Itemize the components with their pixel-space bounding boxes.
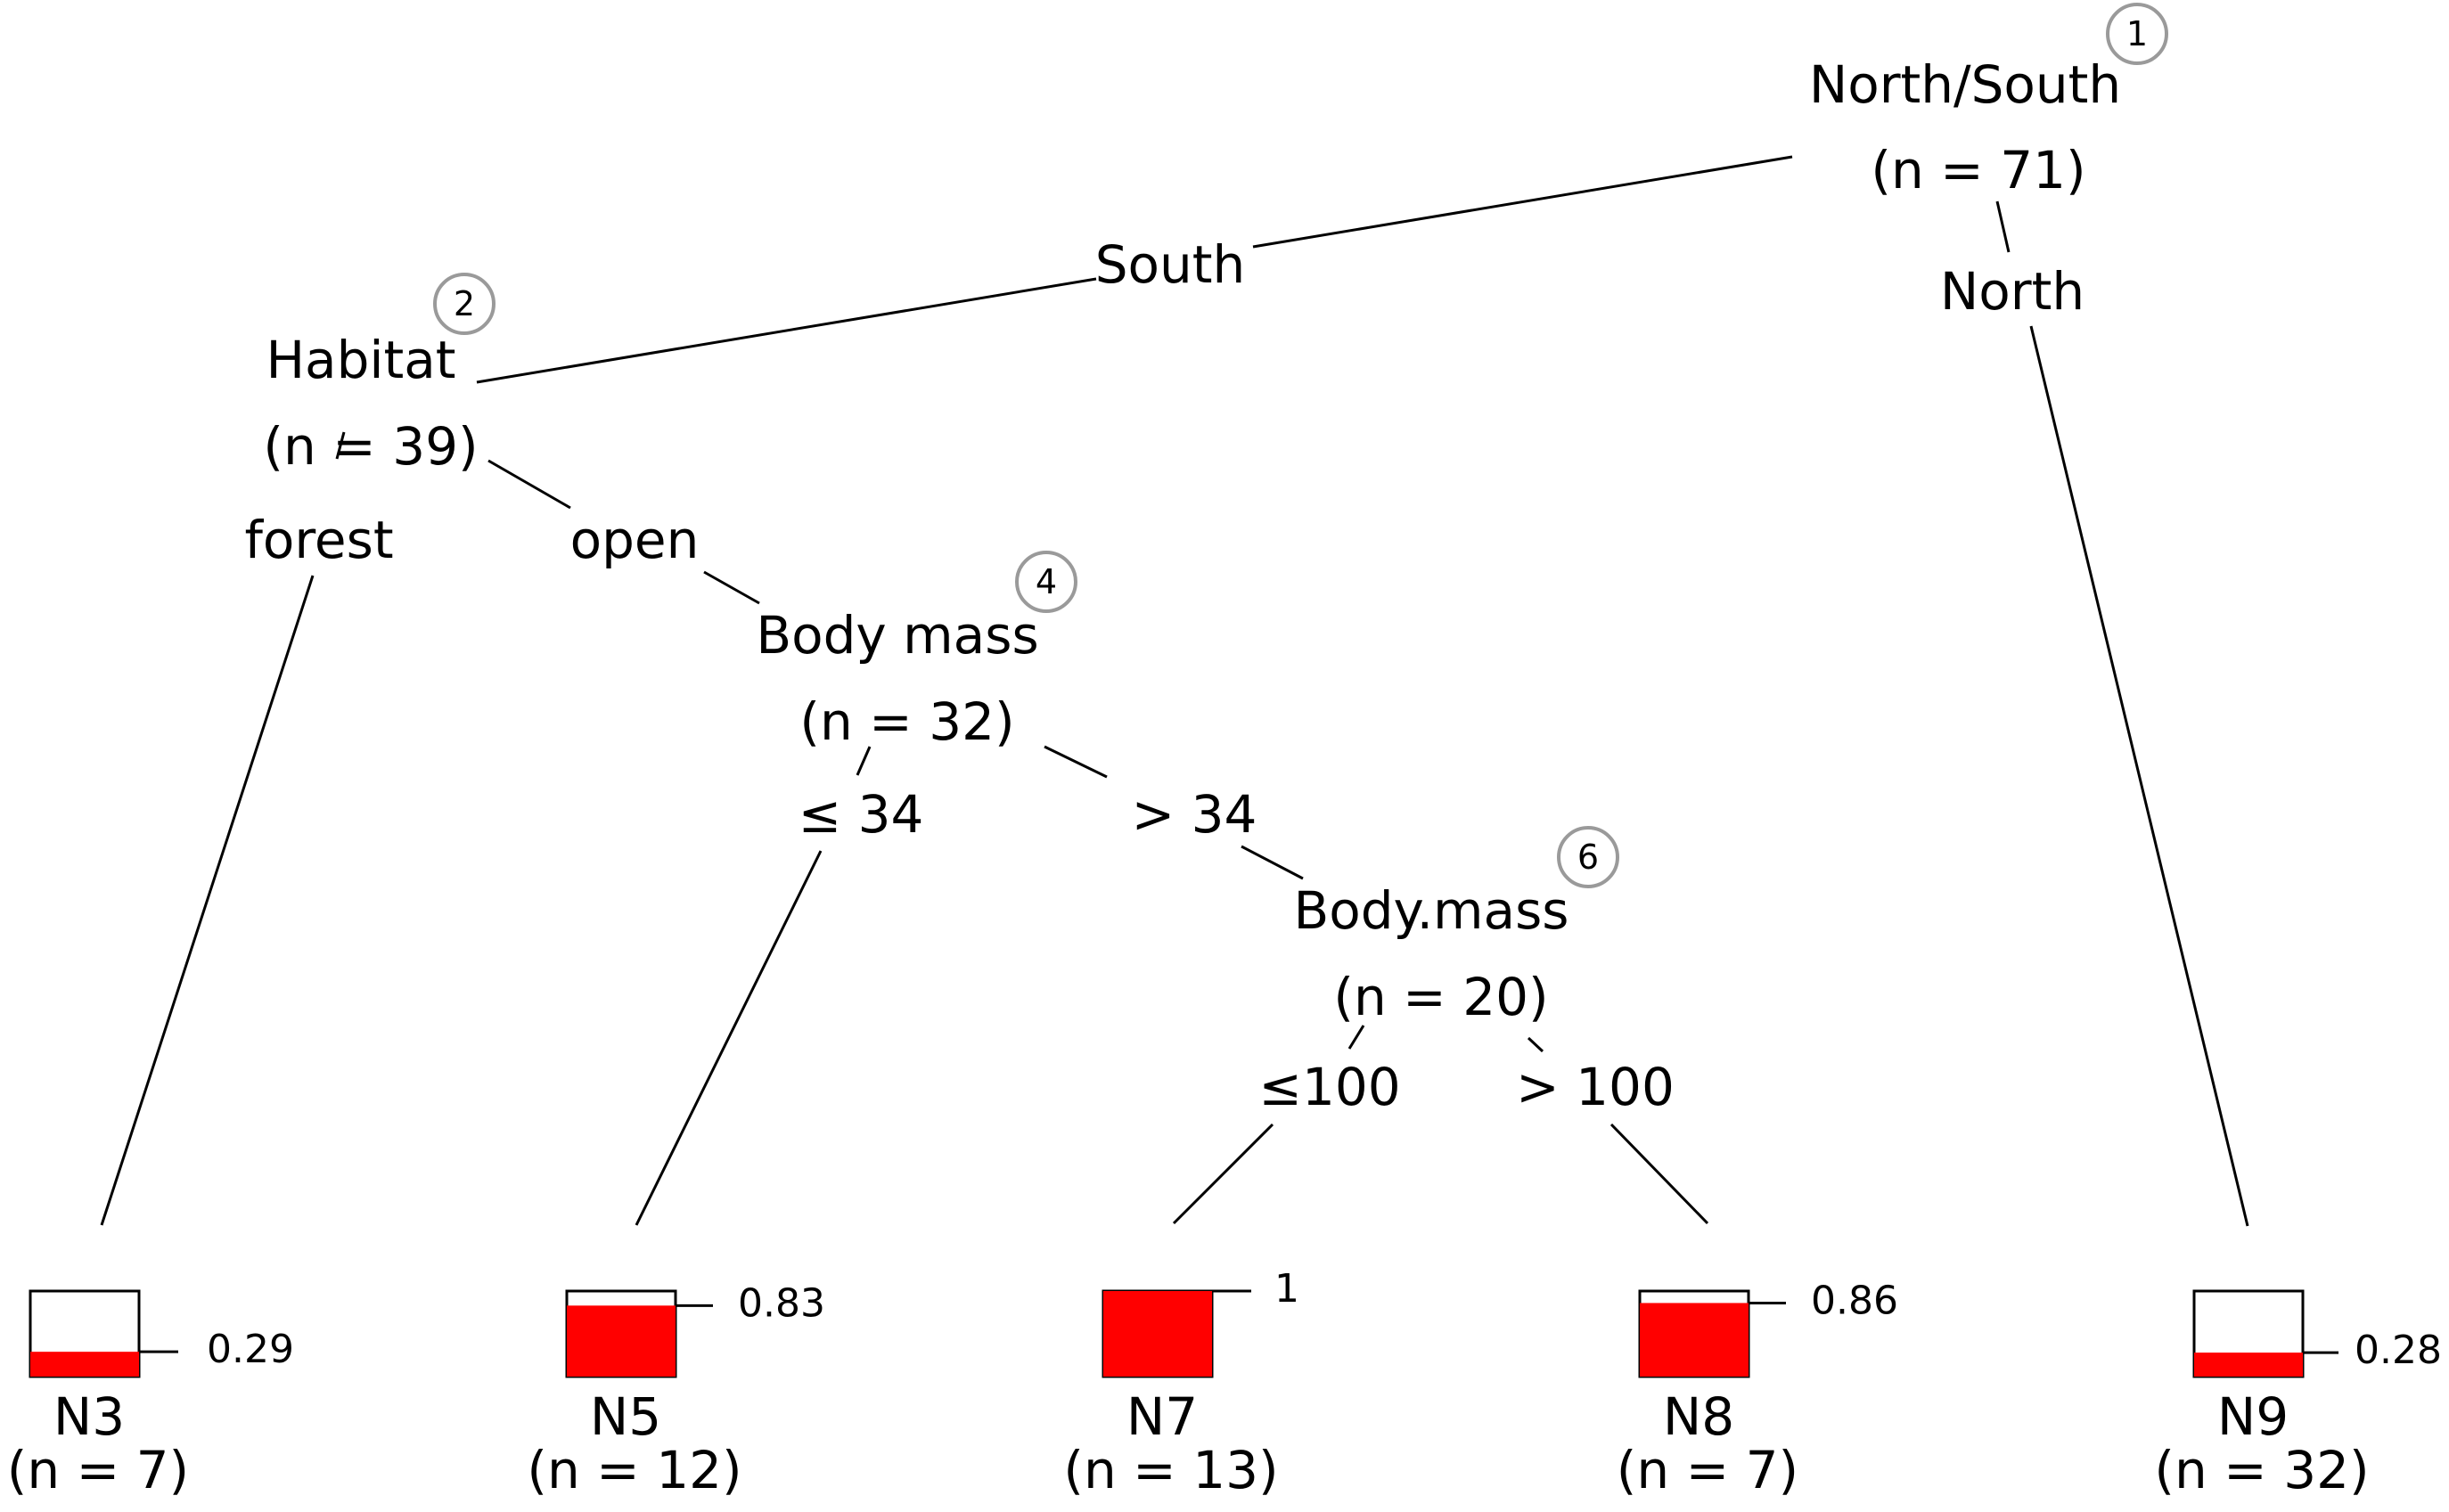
leaf-name: N8 bbox=[1663, 1386, 1734, 1447]
edge-label-south: South bbox=[1095, 234, 1246, 295]
node-count: (n = 20) bbox=[1333, 967, 1548, 1027]
leaf-bar bbox=[30, 1352, 139, 1377]
leaf-value-label: 0.28 bbox=[2355, 1328, 2442, 1373]
edge-le34-n5 bbox=[635, 850, 823, 1226]
leaf-value-label: 0.29 bbox=[207, 1327, 294, 1372]
leaf-bar bbox=[1103, 1291, 1212, 1377]
node-variable: Body mass bbox=[756, 605, 1038, 666]
leaf-n7: 1 N7 (n = 13) bbox=[1063, 1266, 1299, 1500]
leaf-bar bbox=[1640, 1303, 1749, 1377]
node-north-south: 1 North/South (n = 71) bbox=[1809, 3, 2168, 200]
edge-label-gt100: > 100 bbox=[1516, 1057, 1675, 1117]
leaf-n8: 0.86 N8 (n = 7) bbox=[1617, 1278, 1898, 1500]
node-id: 2 bbox=[454, 284, 475, 323]
leaf-nodes: 0.29 N3 (n = 7) 0.83 N5 (n = 12) 1 N7 (n… bbox=[7, 1266, 2442, 1500]
leaf-bar bbox=[2194, 1353, 2303, 1377]
edge-bodymass2-le100 bbox=[1347, 1025, 1365, 1050]
node-id: 1 bbox=[2126, 14, 2148, 53]
leaf-value-label: 0.86 bbox=[1811, 1278, 1898, 1323]
leaf-bar bbox=[567, 1305, 676, 1377]
node-id-circle bbox=[433, 273, 496, 335]
leaf-n5: 0.83 N5 (n = 12) bbox=[527, 1280, 825, 1500]
edge-root-north bbox=[1995, 200, 2011, 253]
leaf-count: (n = 7) bbox=[1617, 1440, 1798, 1500]
leaf-name: N5 bbox=[590, 1386, 661, 1447]
leaf-count: (n = 32) bbox=[2154, 1440, 2369, 1500]
edge-le100-n7 bbox=[1172, 1123, 1274, 1225]
node-variable: Body.mass bbox=[1293, 880, 1569, 941]
edge-root-south bbox=[1252, 155, 1793, 249]
tree-edges bbox=[100, 155, 2249, 1227]
edge-habitat-open bbox=[487, 459, 571, 510]
node-count: (n = 39) bbox=[263, 416, 478, 477]
edge-label-open: open bbox=[570, 510, 700, 570]
edge-gt34-bodymass2 bbox=[1241, 845, 1304, 880]
edge-south-habitat bbox=[476, 277, 1097, 384]
node-id-circle bbox=[1557, 826, 1619, 888]
edge-habitat-forest bbox=[335, 431, 346, 460]
edge-label-forest: forest bbox=[244, 510, 393, 570]
edge-gt100-n8 bbox=[1609, 1123, 1709, 1225]
leaf-name: N3 bbox=[53, 1386, 125, 1447]
edge-north-n9 bbox=[2029, 325, 2249, 1227]
leaf-value-label: 0.83 bbox=[738, 1280, 825, 1326]
edge-labels: South North forest open ≤ 34 > 34 ≤100 >… bbox=[244, 234, 2085, 1117]
edge-forest-n3 bbox=[100, 575, 315, 1226]
edge-label-le34: ≤ 34 bbox=[799, 784, 924, 845]
node-count: (n = 71) bbox=[1871, 140, 2085, 200]
node-id-circle bbox=[1015, 551, 1077, 613]
edge-bodymass-gt34 bbox=[1044, 745, 1108, 779]
leaf-name: N9 bbox=[2217, 1386, 2289, 1447]
leaf-n3: 0.29 N3 (n = 7) bbox=[7, 1289, 294, 1500]
node-id: 6 bbox=[1577, 838, 1599, 877]
node-variable: Habitat bbox=[266, 330, 455, 390]
leaf-n9: 0.28 N9 (n = 32) bbox=[2154, 1289, 2442, 1500]
node-id: 4 bbox=[1036, 562, 1057, 601]
leaf-value-label: 1 bbox=[1274, 1266, 1299, 1312]
node-habitat: 2 Habitat (n = 39) bbox=[263, 273, 496, 477]
node-variable: North/South bbox=[1809, 54, 2121, 115]
leaf-count: (n = 7) bbox=[7, 1440, 189, 1500]
node-body-mass: 4 Body mass (n = 32) bbox=[756, 551, 1077, 752]
node-body-mass-2: 6 Body.mass (n = 20) bbox=[1293, 826, 1619, 1027]
edge-label-north: North bbox=[1940, 261, 2085, 322]
node-id-circle bbox=[2106, 3, 2168, 65]
edge-open-bodymass bbox=[703, 570, 760, 605]
edge-bodymass-le34 bbox=[856, 746, 872, 776]
leaf-count: (n = 12) bbox=[527, 1440, 741, 1500]
edge-label-le100: ≤100 bbox=[1258, 1057, 1400, 1117]
edge-label-gt34: > 34 bbox=[1132, 784, 1257, 845]
leaf-name: N7 bbox=[1126, 1386, 1198, 1447]
node-count: (n = 32) bbox=[799, 691, 1014, 752]
leaf-count: (n = 13) bbox=[1063, 1440, 1278, 1500]
edge-bodymass2-gt100 bbox=[1527, 1036, 1544, 1053]
